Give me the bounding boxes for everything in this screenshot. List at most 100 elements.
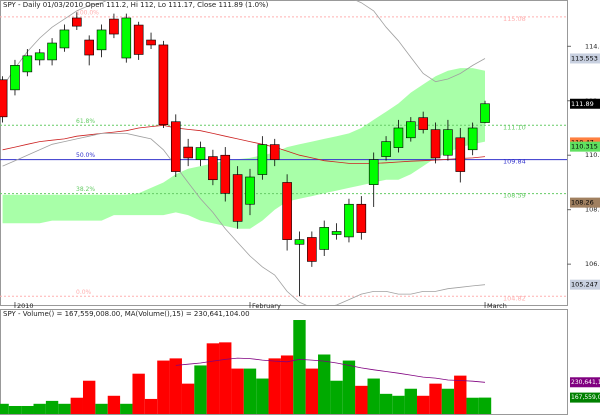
y-tick-label: 114.0 bbox=[585, 42, 600, 50]
volume-bar bbox=[206, 343, 220, 414]
fib-pct-label: 100.0% bbox=[76, 9, 99, 16]
candle-body bbox=[59, 29, 70, 49]
candle-body bbox=[307, 237, 317, 262]
volume-bar bbox=[466, 397, 479, 414]
candle-body bbox=[269, 144, 280, 160]
volume-bar bbox=[21, 405, 34, 414]
indicator-label-box bbox=[570, 377, 600, 388]
candle-body bbox=[183, 146, 193, 159]
candle-body bbox=[393, 127, 404, 148]
volume-bar bbox=[268, 358, 281, 414]
candle-body bbox=[220, 154, 231, 194]
candle-body bbox=[96, 29, 107, 51]
fib-price-label: 115.08 bbox=[503, 15, 526, 23]
candle-body bbox=[133, 24, 144, 55]
candle-body bbox=[195, 147, 206, 160]
volume-bar bbox=[107, 395, 121, 414]
candle-body bbox=[418, 117, 428, 130]
indicator-label: 113.553 bbox=[571, 54, 598, 62]
x-tick-label: March bbox=[487, 302, 507, 310]
candle-body bbox=[146, 39, 156, 46]
candle-body bbox=[208, 156, 218, 181]
candle-body bbox=[282, 182, 292, 240]
volume-bar bbox=[0, 403, 9, 414]
volume-bar bbox=[256, 378, 269, 414]
candle-body bbox=[480, 103, 490, 123]
indicator-label: 108.26 bbox=[571, 199, 594, 207]
indicator-label-box bbox=[570, 141, 600, 152]
volume-ma-line bbox=[175, 357, 486, 383]
indicator-line bbox=[2, 0, 486, 88]
candle-body bbox=[443, 129, 453, 156]
fib-price-label: 111.10 bbox=[503, 123, 526, 131]
volume-bar bbox=[416, 395, 430, 414]
volume-bar bbox=[45, 400, 59, 414]
indicator-label: 111.89 bbox=[571, 100, 594, 108]
candle-body bbox=[0, 79, 8, 118]
candle-body bbox=[331, 231, 342, 235]
indicator-label: 110.315 bbox=[571, 143, 598, 151]
candle-body bbox=[257, 144, 268, 175]
candle-body bbox=[10, 65, 20, 91]
indicator-label-box bbox=[570, 279, 600, 290]
candle-body bbox=[467, 127, 478, 151]
volume-bar bbox=[144, 398, 158, 414]
candle-body bbox=[319, 227, 330, 250]
volume-bar bbox=[280, 355, 294, 414]
fib-price-label: 108.59 bbox=[503, 192, 526, 200]
volume-bar bbox=[95, 403, 108, 414]
candle-body bbox=[245, 176, 255, 205]
volume-bar bbox=[58, 403, 71, 414]
indicator-label-box bbox=[570, 392, 600, 403]
volume-bar bbox=[33, 403, 46, 414]
y-tick-label: 108.0 bbox=[585, 206, 600, 214]
fib-price-label: 104.82 bbox=[503, 294, 526, 302]
volume-bar bbox=[181, 383, 195, 414]
candle-body bbox=[368, 159, 379, 185]
indicator-label-box bbox=[570, 197, 600, 208]
volume-bar bbox=[441, 388, 455, 414]
candle-body bbox=[22, 55, 33, 73]
candle-body bbox=[158, 44, 169, 126]
volume-bar bbox=[82, 380, 96, 414]
candle-body bbox=[356, 203, 367, 233]
volume-bar bbox=[8, 405, 22, 414]
volume-bar bbox=[305, 368, 319, 414]
volume-bar bbox=[454, 375, 467, 414]
volume-bar bbox=[132, 373, 145, 414]
candle-body bbox=[430, 129, 441, 159]
candle-body bbox=[84, 39, 94, 56]
volume-bar bbox=[243, 368, 257, 414]
indicator-label: 230,641,104 bbox=[571, 379, 600, 386]
volume-bar bbox=[404, 388, 417, 414]
candle-body bbox=[34, 52, 45, 61]
volume-bar bbox=[194, 365, 207, 414]
volume-bar bbox=[231, 368, 244, 414]
candle-body bbox=[455, 137, 466, 172]
fib-pct-label: 50.0% bbox=[76, 152, 95, 159]
volume-bar bbox=[169, 358, 182, 414]
candle-body bbox=[344, 203, 354, 238]
fib-pct-label: 0.0% bbox=[76, 289, 92, 296]
candle-body bbox=[381, 141, 391, 157]
indicator-label-box bbox=[570, 98, 600, 109]
fib-price-label: 109.84 bbox=[503, 158, 526, 166]
volume-bar bbox=[70, 397, 83, 414]
indicator-label: 167,559,008 bbox=[571, 394, 600, 401]
indicator-line bbox=[2, 124, 486, 164]
indicator-label: 105.247 bbox=[571, 281, 598, 289]
fib-pct-label: 61.8% bbox=[76, 118, 95, 125]
candle-body bbox=[406, 121, 416, 139]
candle-body bbox=[170, 121, 181, 172]
volume-bar bbox=[342, 360, 356, 414]
volume-bar bbox=[120, 403, 133, 414]
candle-body bbox=[47, 42, 57, 61]
indicator-line bbox=[2, 133, 486, 305]
volume-bar bbox=[157, 360, 170, 414]
volume-bar bbox=[367, 378, 380, 414]
fib-pct-label: 38.2% bbox=[76, 186, 95, 193]
volume-bar bbox=[293, 320, 306, 414]
chart-title: SPY - Daily 01/03/2010 Open 111.2, Hi 11… bbox=[3, 1, 269, 9]
indicator-label-box bbox=[570, 53, 600, 64]
volume-bar bbox=[478, 397, 492, 414]
